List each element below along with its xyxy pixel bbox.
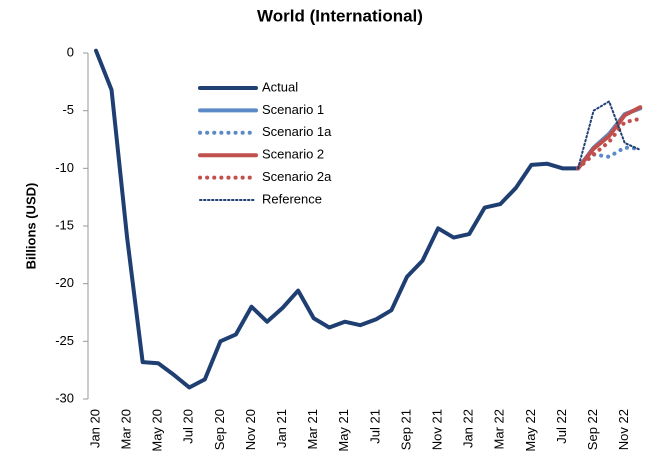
legend-label: Scenario 2 — [262, 147, 324, 162]
y-tick-label: -25 — [55, 333, 74, 348]
y-tick-label: 0 — [67, 44, 74, 59]
legend-label: Actual — [262, 79, 298, 94]
x-tick-label: Mar 20 — [119, 409, 134, 449]
series-line — [94, 48, 581, 390]
x-tick-label: May 20 — [150, 409, 165, 452]
x-tick-label: Jan 21 — [274, 409, 289, 448]
x-tick-label: Mar 21 — [305, 409, 320, 449]
x-tick-label: Nov 21 — [430, 409, 445, 450]
x-tick-label: Sep 21 — [398, 409, 413, 450]
x-tick-label: Sep 22 — [585, 409, 600, 450]
series-line — [576, 105, 643, 171]
series-line — [577, 100, 642, 170]
y-axis-label: Billions (USD) — [23, 183, 38, 270]
legend-label: Scenario 1 — [262, 102, 324, 117]
legend-label: Reference — [262, 191, 322, 206]
x-tick-label: Nov 22 — [616, 409, 631, 450]
x-tick-label: May 22 — [523, 409, 538, 452]
legend-label: Scenario 1a — [262, 124, 332, 139]
y-tick-label: -5 — [62, 102, 74, 117]
x-tick-label: Jul 21 — [367, 409, 382, 444]
y-tick-label: -20 — [55, 275, 74, 290]
x-tick-label: Jan 20 — [87, 409, 102, 448]
y-tick-label: -15 — [55, 217, 74, 232]
chart-title: World (International) — [257, 6, 423, 25]
y-tick-label: -10 — [55, 160, 74, 175]
x-tick-label: Jan 22 — [461, 409, 476, 448]
legend-label: Scenario 2a — [262, 169, 332, 184]
x-tick-label: Nov 20 — [243, 409, 258, 450]
series-line — [576, 116, 643, 171]
y-tick-label: -30 — [55, 390, 74, 405]
x-tick-label: Jul 20 — [181, 409, 196, 444]
x-tick-label: Mar 22 — [492, 409, 507, 449]
x-tick-label: May 21 — [336, 409, 351, 452]
x-tick-label: Sep 20 — [212, 409, 227, 450]
x-tick-label: Jul 22 — [554, 409, 569, 444]
